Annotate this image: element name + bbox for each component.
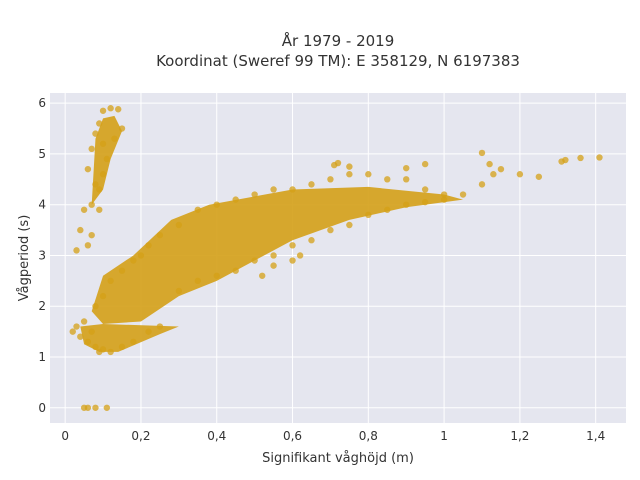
data-point	[84, 242, 92, 249]
data-point	[270, 252, 277, 259]
x-tick-label: 1,4	[586, 429, 605, 443]
data-point	[486, 160, 493, 168]
data-point	[421, 160, 429, 168]
data-point	[77, 226, 84, 234]
data-point	[478, 149, 486, 157]
data-point	[562, 156, 569, 164]
data-point	[270, 186, 277, 193]
data-point	[478, 181, 486, 188]
data-point	[73, 247, 80, 254]
data-point	[88, 145, 95, 153]
data-point	[365, 171, 372, 178]
data-point	[289, 257, 296, 264]
data-point	[346, 163, 353, 170]
x-tick-label: 0,8	[359, 429, 378, 443]
data-point	[103, 404, 111, 411]
y-tick-label: 2	[38, 299, 46, 313]
data-point	[259, 272, 266, 279]
y-tick-label: 6	[38, 96, 46, 110]
data-point	[577, 154, 584, 162]
chart-title-line2: Koordinat (Sweref 99 TM): E 358129, N 61…	[156, 52, 520, 70]
data-point	[80, 206, 88, 213]
chart-title-line1: År 1979 - 2019	[282, 31, 395, 50]
y-axis-ticks: 0 1 2 3 4 5 6	[38, 96, 46, 415]
data-point	[73, 323, 80, 330]
data-point	[69, 328, 76, 335]
x-tick-label: 0,4	[207, 429, 226, 443]
data-point	[346, 221, 353, 229]
density-bands	[80, 115, 464, 352]
data-point	[334, 159, 342, 167]
x-tick-label: 1	[440, 429, 448, 443]
data-point	[403, 176, 410, 183]
data-point	[88, 231, 95, 239]
data-point	[107, 105, 114, 112]
data-point	[289, 242, 296, 249]
data-point	[535, 173, 543, 180]
data-point	[77, 333, 84, 340]
gridlines	[50, 93, 626, 423]
data-point	[296, 252, 304, 259]
density-band-low	[80, 324, 179, 352]
x-axis-ticks: 0 0,2 0,4 0,6 0,8 1 1,2 1,4	[61, 429, 605, 443]
data-point	[84, 404, 92, 411]
y-tick-label: 1	[38, 350, 46, 364]
x-tick-label: 0	[61, 429, 69, 443]
x-axis-title: Signifikant våghöjd (m)	[262, 451, 414, 466]
density-band-upper	[91, 115, 122, 205]
data-point	[88, 201, 95, 208]
data-point	[327, 176, 334, 183]
density-band-main	[91, 186, 464, 324]
y-tick-label: 0	[38, 401, 46, 415]
data-point	[96, 206, 103, 213]
data-point	[384, 176, 391, 183]
data-point	[490, 171, 497, 178]
data-point	[115, 106, 122, 113]
scatter-points	[69, 105, 603, 411]
data-point	[516, 171, 524, 178]
data-point	[596, 154, 603, 161]
data-point	[497, 165, 505, 173]
data-point	[327, 226, 334, 234]
data-point	[346, 171, 353, 178]
data-point	[270, 262, 277, 269]
data-point	[99, 107, 107, 114]
data-point	[84, 165, 92, 173]
data-point	[80, 318, 88, 325]
data-point	[421, 186, 429, 193]
data-point	[403, 164, 410, 172]
y-tick-label: 4	[38, 198, 46, 212]
y-tick-label: 3	[38, 248, 46, 262]
data-point	[459, 191, 467, 198]
y-axis-title: Vågperiod (s)	[17, 215, 32, 302]
y-tick-label: 5	[38, 147, 46, 161]
data-point	[308, 181, 315, 188]
x-tick-label: 0,2	[131, 429, 150, 443]
data-point	[92, 404, 99, 411]
x-tick-label: 1,2	[510, 429, 529, 443]
x-tick-label: 0,6	[283, 429, 302, 443]
data-point	[308, 237, 315, 244]
